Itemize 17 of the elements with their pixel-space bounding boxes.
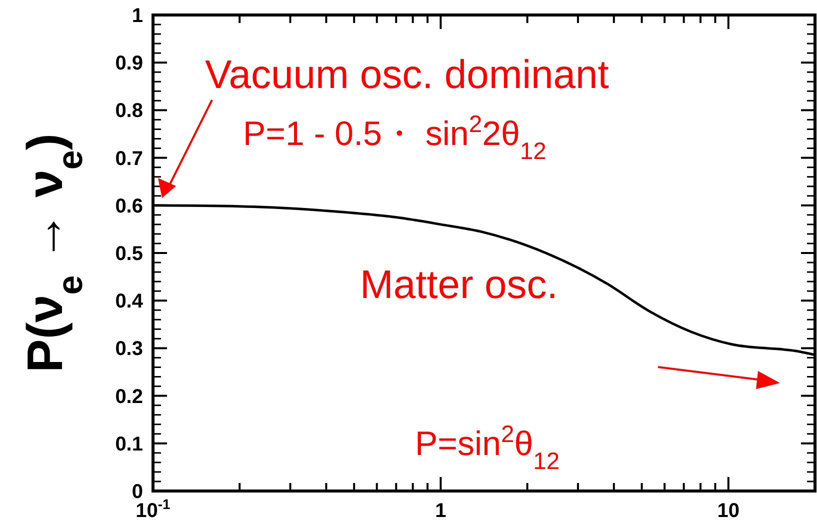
y-tick-label: 0.3 [115, 338, 143, 360]
y-tick-label: 0.9 [115, 52, 143, 75]
x-tick-label: 10 [717, 500, 740, 521]
y-tick-label: 0.5 [115, 243, 143, 265]
annotation: P=sin$^{2}$θ$_{12}$ [415, 420, 560, 474]
y-tick-label: 0.2 [115, 386, 143, 408]
y-tick-label: 1 [132, 5, 143, 27]
y-tick-label: 0.1 [115, 433, 143, 456]
y-tick-label: 0 [132, 481, 143, 503]
y-tick-label: 0.7 [115, 148, 143, 170]
y-tick-label: 0.4 [115, 290, 144, 313]
annotation: Vacuum osc. dominant [205, 53, 609, 97]
x-tick-label: 1 [435, 500, 446, 521]
annotation: Matter osc. [360, 263, 558, 307]
annotation: P=1 - 0.5・ sin$^{2}$2θ$_{12}$ [243, 110, 546, 164]
y-tick-label: 0.8 [115, 100, 143, 122]
y-tick-label: 0.6 [115, 195, 143, 218]
